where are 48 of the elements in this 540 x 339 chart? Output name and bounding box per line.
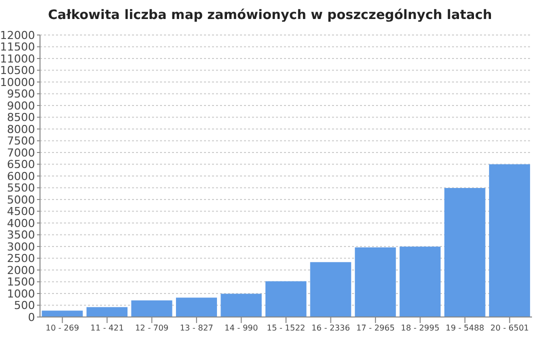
y-tick-label: 10500 xyxy=(0,64,35,78)
y-tick-label: 9000 xyxy=(7,99,35,112)
y-tick-label: 1500 xyxy=(7,276,35,289)
y-tick-label: 2500 xyxy=(7,252,35,266)
y-tick-label: 2000 xyxy=(7,264,35,277)
x-tick-label: 20 - 6501 xyxy=(490,324,529,333)
y-tick-label: 4000 xyxy=(7,216,35,230)
y-tick-label: 12000 xyxy=(0,28,35,42)
y-tick-label: 5000 xyxy=(7,193,35,206)
bar xyxy=(86,307,128,317)
y-tick-label: 8500 xyxy=(7,111,35,124)
y-tick-label: 7000 xyxy=(7,146,35,160)
y-tick-label: 11000 xyxy=(0,52,35,66)
bar xyxy=(489,164,530,317)
y-tick-label: 0 xyxy=(28,310,35,324)
bar xyxy=(42,310,83,317)
x-tick-label: 14 - 990 xyxy=(224,324,258,333)
x-tick-label: 19 - 5488 xyxy=(446,324,484,333)
bar xyxy=(220,294,262,317)
bar xyxy=(131,300,172,317)
x-tick-label: 18 - 2995 xyxy=(400,324,440,333)
bar xyxy=(444,188,486,317)
bar xyxy=(354,247,396,317)
bar xyxy=(400,246,441,317)
y-tick-label: 10000 xyxy=(0,76,35,89)
y-tick-label: 8000 xyxy=(7,122,35,136)
chart-title: Całkowita liczba map zamówionych w poszczególnych latach xyxy=(47,8,493,23)
y-tick-label: 3000 xyxy=(7,240,35,254)
bar xyxy=(176,298,217,317)
x-tick-label: 15 - 1522 xyxy=(266,324,306,333)
bar xyxy=(265,281,306,317)
x-tick-label: 12 - 709 xyxy=(135,324,169,333)
x-tick-label: 10 - 269 xyxy=(46,324,80,333)
y-tick-label: 6000 xyxy=(7,170,35,183)
y-tick-label: 9500 xyxy=(7,88,35,101)
bar xyxy=(310,262,352,317)
y-tick-label: 3500 xyxy=(7,228,35,242)
x-tick-label: 16 - 2336 xyxy=(311,324,350,333)
y-tick-label: 1000 xyxy=(7,287,35,300)
y-tick-label: 5500 xyxy=(7,182,35,195)
y-tick-label: 7500 xyxy=(7,134,35,148)
x-tick-label: 11 - 421 xyxy=(90,324,124,333)
y-tick-label: 4500 xyxy=(7,205,35,218)
x-tick-label: 17 - 2965 xyxy=(356,324,395,333)
y-tick-label: 500 xyxy=(14,299,35,312)
y-tick-label: 11500 xyxy=(0,40,35,54)
y-tick-label: 6500 xyxy=(7,158,35,172)
x-tick-label: 13 - 827 xyxy=(180,324,214,333)
